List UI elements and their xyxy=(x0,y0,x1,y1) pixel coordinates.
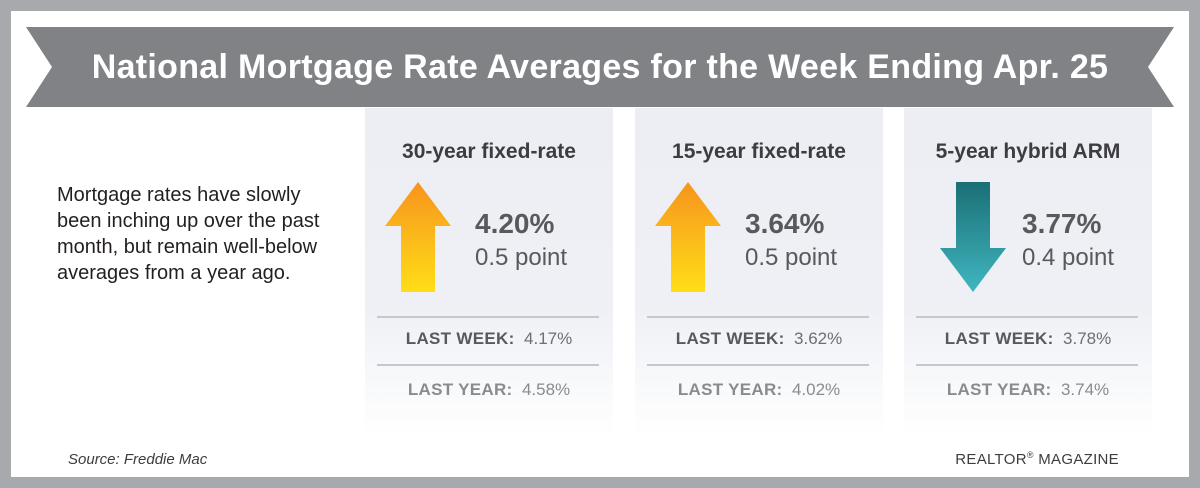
last-year-row: LAST YEAR: 4.02% xyxy=(635,380,883,400)
banner-ribbon-shape xyxy=(26,27,1174,107)
last-week-value: 3.62% xyxy=(794,329,843,348)
last-year-row: LAST YEAR: 4.58% xyxy=(365,380,613,400)
rate-change: 0.5 point xyxy=(745,244,838,271)
current-rate: 4.20% xyxy=(475,208,555,239)
brand-suffix: MAGAZINE xyxy=(1033,451,1119,468)
last-year-label: LAST YEAR: xyxy=(677,380,783,399)
title-banner: National Mortgage Rate Averages for the … xyxy=(26,27,1174,107)
brand-name: REALTOR xyxy=(955,451,1027,468)
up-arrow-icon xyxy=(385,182,451,292)
last-year-row: LAST YEAR: 3.74% xyxy=(904,380,1152,400)
card-title: 5-year hybrid ARM xyxy=(935,140,1121,163)
registered-mark: ® xyxy=(1026,450,1034,460)
current-rate: 3.77% xyxy=(1022,208,1102,239)
down-arrow-icon xyxy=(940,182,1006,292)
divider xyxy=(377,364,599,366)
last-week-label: LAST WEEK: xyxy=(944,329,1054,348)
divider xyxy=(916,316,1138,318)
rate-card-5-year-arm: 5-year hybrid ARM 3.77% 0.4 point LAST W… xyxy=(904,108,1152,436)
up-arrow-icon xyxy=(655,182,721,292)
last-year-label: LAST YEAR: xyxy=(946,380,1052,399)
rate-card-15-year: 15-year fixed-rate 3.64% 0.5 point LAST … xyxy=(635,108,883,436)
last-year-label: LAST YEAR: xyxy=(407,380,513,399)
divider xyxy=(647,316,869,318)
divider xyxy=(647,364,869,366)
divider xyxy=(377,316,599,318)
card-title: 30-year fixed-rate xyxy=(402,140,576,163)
rate-change: 0.5 point xyxy=(475,244,568,271)
last-week-label: LAST WEEK: xyxy=(675,329,785,348)
intro-text: Mortgage rates have slowly been inching … xyxy=(57,184,320,284)
brand-logo-text: REALTOR® MAGAZINE xyxy=(955,450,1119,468)
last-year-value: 3.74% xyxy=(1060,380,1110,399)
last-week-row: LAST WEEK: 3.62% xyxy=(635,329,883,349)
last-year-value: 4.58% xyxy=(521,380,571,399)
last-week-row: LAST WEEK: 3.78% xyxy=(904,329,1152,349)
source-note: Source: Freddie Mac xyxy=(68,451,208,468)
last-week-value: 4.17% xyxy=(524,329,573,348)
last-week-row: LAST WEEK: 4.17% xyxy=(365,329,613,349)
card-title: 15-year fixed-rate xyxy=(672,140,846,163)
divider xyxy=(916,364,1138,366)
current-rate: 3.64% xyxy=(745,208,825,239)
last-week-value: 3.78% xyxy=(1063,329,1112,348)
last-week-label: LAST WEEK: xyxy=(405,329,515,348)
rate-card-30-year: 30-year fixed-rate 4.20% 0.5 point LAST … xyxy=(365,108,613,436)
rate-change: 0.4 point xyxy=(1022,244,1115,271)
last-year-value: 4.02% xyxy=(791,380,841,399)
page-title: National Mortgage Rate Averages for the … xyxy=(91,48,1109,86)
